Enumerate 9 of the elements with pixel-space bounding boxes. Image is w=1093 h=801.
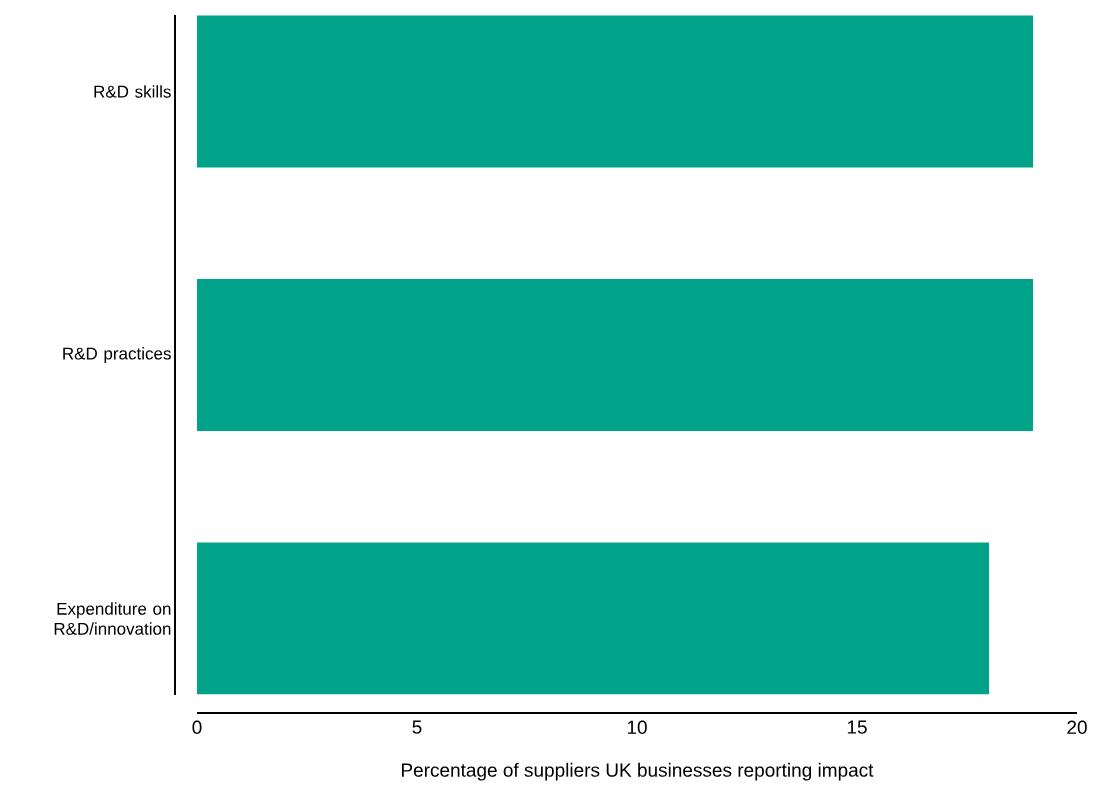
x-axis-title: Percentage of suppliers UK businesses reporting impact bbox=[401, 762, 874, 781]
x-tick-label: 10 bbox=[627, 720, 647, 734]
x-tick-label: 15 bbox=[847, 720, 867, 734]
x-tick-label: 0 bbox=[192, 720, 202, 734]
y-tick-label: Expenditure on R&D/innovation bbox=[54, 602, 171, 635]
y-tick-label: R&D practices bbox=[63, 347, 171, 363]
x-tick-label: 5 bbox=[412, 720, 422, 734]
y-tick-label: R&D skills bbox=[94, 85, 171, 98]
x-tick-label: 20 bbox=[1067, 720, 1087, 734]
